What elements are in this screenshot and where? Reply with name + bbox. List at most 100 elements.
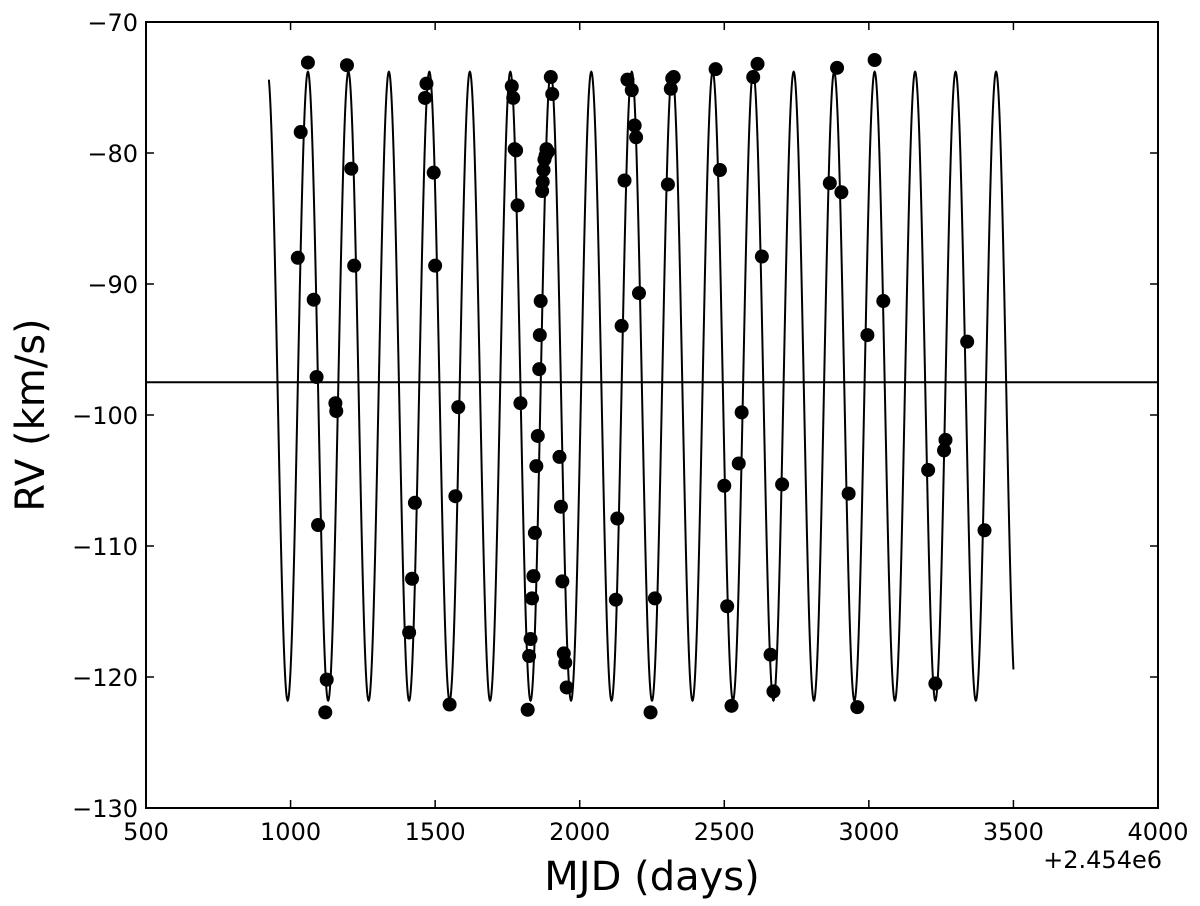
data-point bbox=[822, 176, 837, 191]
data-point bbox=[754, 249, 769, 264]
y-tick-label: −120 bbox=[72, 664, 138, 692]
data-point bbox=[442, 697, 457, 712]
x-tick-label: 2000 bbox=[549, 818, 610, 846]
data-point bbox=[750, 56, 765, 71]
data-point bbox=[629, 130, 644, 145]
data-point bbox=[712, 163, 727, 178]
data-point bbox=[510, 198, 525, 213]
data-point bbox=[624, 83, 639, 98]
data-point bbox=[513, 396, 528, 411]
data-point bbox=[506, 90, 521, 105]
data-point bbox=[522, 649, 537, 664]
data-point bbox=[555, 574, 570, 589]
data-point bbox=[876, 294, 891, 309]
data-point bbox=[867, 52, 882, 67]
data-point bbox=[527, 525, 542, 540]
data-point bbox=[746, 70, 761, 85]
x-tick-label: 3500 bbox=[983, 818, 1044, 846]
model-layer bbox=[267, 70, 1015, 703]
x-tick-label: 1000 bbox=[260, 818, 321, 846]
data-point bbox=[631, 286, 646, 301]
data-point bbox=[451, 400, 466, 415]
data-point bbox=[339, 58, 354, 73]
data-point bbox=[318, 705, 333, 720]
x-tick-label: 4000 bbox=[1127, 818, 1188, 846]
data-point bbox=[610, 511, 625, 526]
x-axis-label: MJD (days) bbox=[544, 854, 759, 900]
data-point bbox=[841, 486, 856, 501]
data-point bbox=[407, 495, 422, 510]
data-point bbox=[535, 174, 550, 189]
data-point bbox=[850, 700, 865, 715]
data-point bbox=[533, 294, 548, 309]
data-point bbox=[830, 60, 845, 75]
data-point bbox=[724, 698, 739, 713]
data-point bbox=[977, 523, 992, 538]
data-point bbox=[647, 591, 662, 606]
data-point bbox=[960, 334, 975, 349]
data-point bbox=[532, 362, 547, 377]
data-point bbox=[293, 125, 308, 140]
data-point bbox=[614, 318, 629, 333]
data-point bbox=[666, 70, 681, 85]
data-point bbox=[311, 518, 326, 533]
data-point bbox=[559, 680, 574, 695]
model-curve bbox=[267, 70, 1015, 703]
data-point bbox=[309, 370, 324, 385]
data-point bbox=[419, 76, 434, 91]
x-tick-labels: 500 1000 1500 2000 2500 3000 3500 4000 bbox=[123, 818, 1188, 846]
data-point bbox=[620, 72, 635, 87]
axis-ticks bbox=[145, 21, 1159, 809]
data-point bbox=[523, 632, 538, 647]
y-tick-label: −110 bbox=[72, 533, 138, 561]
x-tick-label: 500 bbox=[123, 818, 169, 846]
data-point bbox=[300, 55, 315, 70]
data-point bbox=[520, 702, 535, 717]
data-point bbox=[937, 443, 952, 458]
y-tick-labels: −70 −80 −90 −100 −110 −120 −130 bbox=[72, 9, 138, 823]
data-point bbox=[921, 463, 936, 478]
x-tick-label: 2500 bbox=[694, 818, 755, 846]
data-point bbox=[306, 292, 321, 307]
data-point bbox=[526, 569, 541, 584]
data-point bbox=[834, 185, 849, 200]
data-point bbox=[344, 161, 359, 176]
data-point bbox=[643, 705, 658, 720]
data-point bbox=[660, 177, 675, 192]
data-point bbox=[558, 655, 573, 670]
data-point bbox=[663, 81, 678, 96]
data-point bbox=[405, 571, 420, 586]
data-point bbox=[731, 456, 746, 471]
data-point bbox=[347, 258, 362, 273]
data-point bbox=[402, 625, 417, 640]
data-point bbox=[536, 163, 551, 178]
y-tick-label: −130 bbox=[72, 795, 138, 823]
data-point bbox=[448, 489, 463, 504]
data-point bbox=[617, 173, 632, 188]
x-tick-label: 3000 bbox=[838, 818, 899, 846]
data-point bbox=[319, 672, 334, 687]
data-point bbox=[418, 90, 433, 105]
data-point bbox=[525, 591, 540, 606]
x-tick-label: 1500 bbox=[405, 818, 466, 846]
data-point bbox=[543, 70, 558, 85]
data-point bbox=[627, 118, 642, 133]
data-point bbox=[532, 328, 547, 343]
data-point bbox=[509, 143, 524, 158]
data-point bbox=[860, 328, 875, 343]
data-point bbox=[928, 676, 943, 691]
data-point bbox=[426, 165, 441, 180]
data-point bbox=[553, 499, 568, 514]
data-point bbox=[290, 250, 305, 265]
y-axis-label: RV (km/s) bbox=[8, 318, 54, 511]
data-point bbox=[428, 258, 443, 273]
data-point bbox=[552, 449, 567, 464]
data-point bbox=[766, 684, 781, 699]
data-point bbox=[938, 432, 953, 447]
x-axis-offset-label: +2.454e6 bbox=[1043, 846, 1162, 874]
data-point bbox=[540, 144, 555, 159]
y-tick-label: −100 bbox=[72, 402, 138, 430]
data-point bbox=[329, 404, 344, 419]
y-tick-label: −70 bbox=[87, 9, 138, 37]
